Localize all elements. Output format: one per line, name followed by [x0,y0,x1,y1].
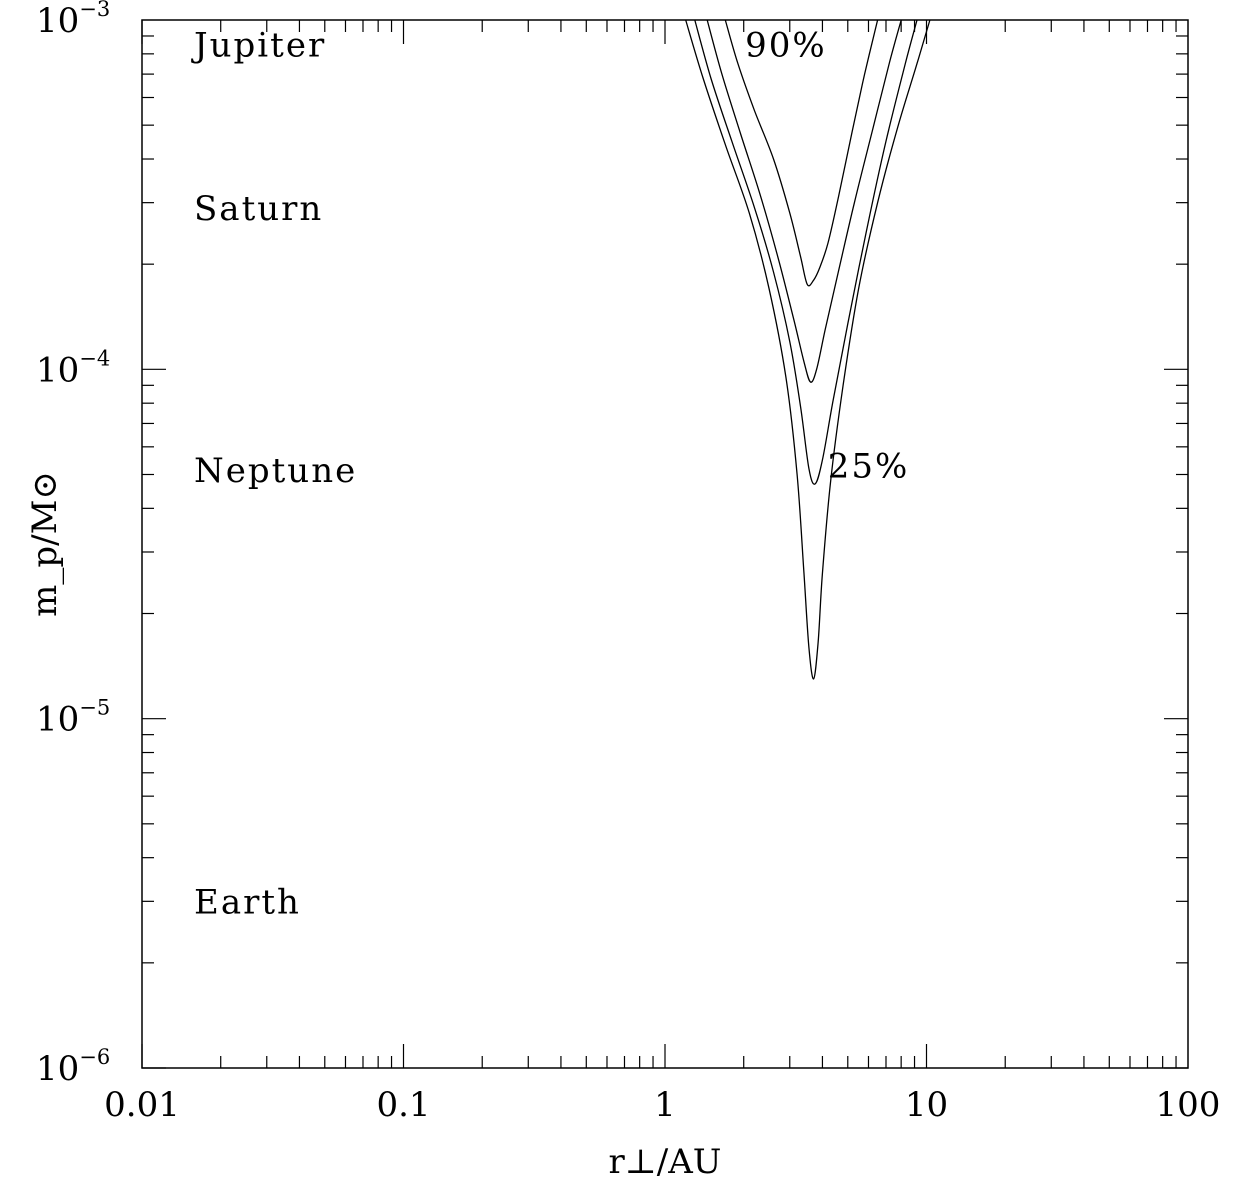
contour-lines [685,19,931,680]
y-tick-label-exponent: −3 [79,0,110,21]
y-tick-label: 10−6 [36,1045,110,1089]
contour-line-2 [706,19,902,383]
contour-label: 25% [828,447,910,487]
planet-label-earth: Earth [194,882,301,922]
y-tick-label-exponent: −5 [79,696,110,720]
y-tick-label-base: 10 [36,1049,79,1089]
x-axis-title: r⊥/AU [609,1142,722,1182]
contour-line-1 [724,19,879,287]
x-tick-label: 1 [654,1085,676,1125]
x-tick-label: 0.01 [104,1085,180,1125]
contour-label: 90% [745,26,827,66]
contour-line-3 [694,19,918,485]
y-axis-title: m_p/M⊙ [25,471,65,617]
planet-label-saturn: Saturn [194,189,323,229]
planet-label-jupiter: Jupiter [191,26,326,66]
contour-line-4 [685,19,931,680]
y-tick-labels: 10−610−510−410−3 [36,0,110,1089]
x-tick-label: 0.1 [376,1085,430,1125]
x-tick-label: 100 [1156,1085,1221,1125]
y-tick-label-base: 10 [36,1,79,41]
y-tick-label-exponent: −6 [79,1045,110,1069]
y-tick-label-base: 10 [36,350,79,390]
axis-ticks [141,20,1188,1069]
y-tick-label: 10−5 [36,696,110,740]
planet-label-neptune: Neptune [194,451,357,491]
y-tick-label: 10−4 [36,346,110,390]
y-tick-label: 10−3 [36,0,110,41]
y-tick-label-base: 10 [36,700,79,740]
annotations: Jupiter Saturn Neptune Earth 90% 25% [191,26,910,923]
y-tick-label-exponent: −4 [79,346,110,370]
x-tick-labels: 0.01 0.1 1 10 100 [104,1085,1220,1125]
x-tick-label: 10 [905,1085,948,1125]
